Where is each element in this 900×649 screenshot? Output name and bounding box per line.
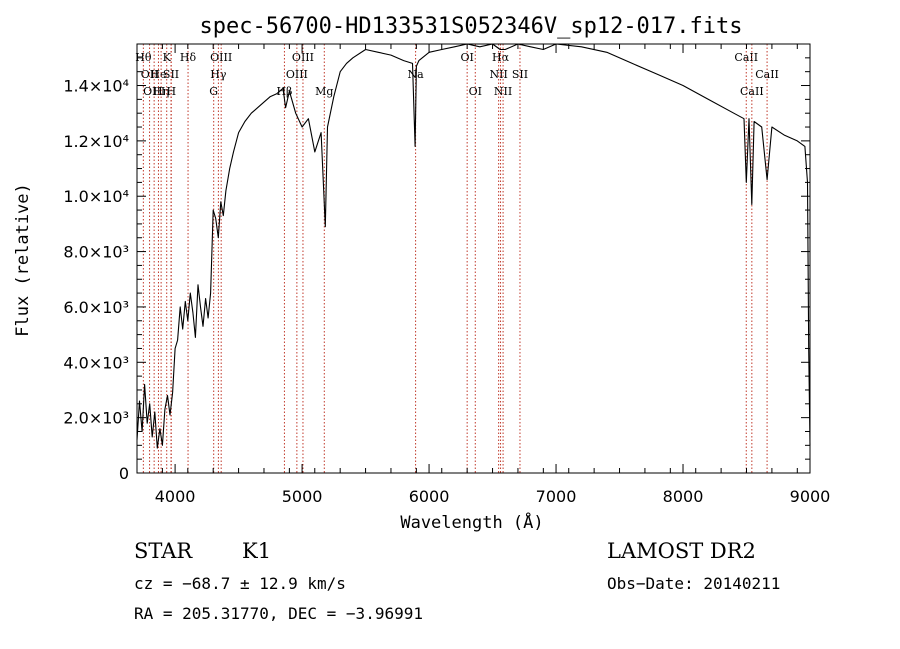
y-tick-label: 1.4×10⁴ [63,77,129,96]
marker-label: Hη [153,85,169,98]
y-tick-label: 4.0×10³ [63,353,129,372]
x-tick-label: 5000 [282,487,323,506]
marker-label: CaII [755,68,779,81]
y-tick-label: 2.0×10³ [63,409,129,428]
marker-label: Hθ [135,51,152,64]
y-axis-label: Flux (relative) [13,183,33,337]
marker-label: OI [460,51,473,64]
chart-title: spec-56700-HD133531S052346V_sp12-017.fit… [199,14,742,39]
marker-label: SII [163,68,179,81]
subclass-label: K1 [242,539,272,563]
marker-label: G [209,85,218,98]
marker-label: OIII [286,68,308,81]
x-tick-label: 8000 [663,487,704,506]
x-axis-label: Wavelength (Å) [400,511,543,533]
marker-label: Hγ [210,68,227,81]
marker-label: K [163,51,172,64]
marker-label: CaII [734,51,758,64]
redshift-line: cz = −68.7 ± 12.9 km/s [134,574,346,593]
marker-label: NII [489,68,507,81]
y-tick-label: 8.0×10³ [63,243,129,262]
marker-label: He [150,68,166,81]
obs-date-line: Obs−Date: 20140211 [607,574,781,593]
y-tick-label: 1.0×10⁴ [63,187,129,206]
marker-label: NII [494,85,512,98]
spectrum-series-line [136,43,811,449]
series-group [136,43,811,449]
axes: 4000 5000 6000 7000 8000 9000 0 2.0×10³ 4.0×10³ 6… [63,43,831,506]
marker-label: SII [512,68,528,81]
marker-label: Hα [492,51,510,64]
x-tick-label: 9000 [790,487,831,506]
x-tick-label: 4000 [155,487,196,506]
marker-label: Mg [315,85,333,98]
marker-label: OIII [210,51,232,64]
marker-label: CaII [740,85,764,98]
survey-label: LAMOST DR2 [607,539,756,563]
marker-label: OIII [292,51,314,64]
line-markers: HθOIIOIIIHeHηKSIIHHδGHγOIIIHβOIIIOIIIMgN… [135,44,779,473]
plot-frame [136,43,811,474]
y-tick-label: 1.2×10⁴ [63,132,129,151]
marker-label: OII [141,68,159,81]
marker-label: Hδ [180,51,197,64]
marker-label: OIII [143,85,165,98]
marker-label: H [166,85,176,98]
marker-label: OI [469,85,482,98]
x-tick-label: 7000 [536,487,577,506]
coords-line: RA = 205.31770, DEC = −3.96991 [134,604,423,623]
y-tick-label: 6.0×10³ [63,298,129,317]
x-tick-label: 6000 [409,487,450,506]
y-tick-label: 0 [119,464,129,483]
class-label: STAR [134,539,193,563]
